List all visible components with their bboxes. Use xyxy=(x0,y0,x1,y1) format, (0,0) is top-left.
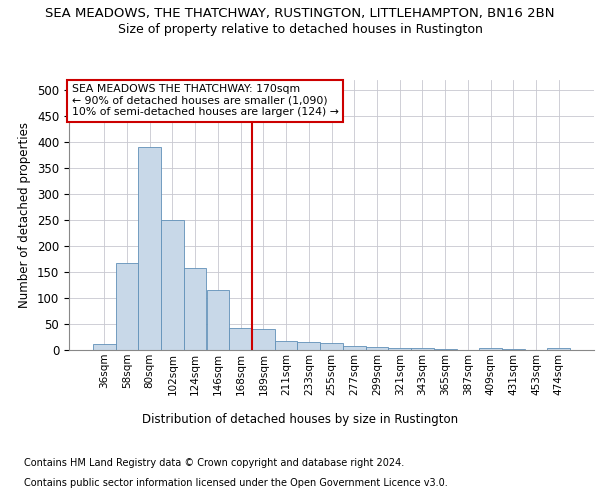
Bar xyxy=(229,328,252,350)
Bar xyxy=(320,342,343,350)
Bar xyxy=(388,348,411,350)
Bar xyxy=(93,344,116,350)
Bar xyxy=(343,346,365,350)
Text: SEA MEADOWS, THE THATCHWAY, RUSTINGTON, LITTLEHAMPTON, BN16 2BN: SEA MEADOWS, THE THATCHWAY, RUSTINGTON, … xyxy=(45,8,555,20)
Text: SEA MEADOWS THE THATCHWAY: 170sqm
← 90% of detached houses are smaller (1,090)
1: SEA MEADOWS THE THATCHWAY: 170sqm ← 90% … xyxy=(71,84,338,117)
Bar xyxy=(184,268,206,350)
Bar xyxy=(275,340,298,350)
Text: Contains public sector information licensed under the Open Government Licence v3: Contains public sector information licen… xyxy=(24,478,448,488)
Bar xyxy=(479,348,502,350)
Bar xyxy=(206,290,229,350)
Bar xyxy=(139,148,161,350)
Text: Size of property relative to detached houses in Rustington: Size of property relative to detached ho… xyxy=(118,22,482,36)
Y-axis label: Number of detached properties: Number of detached properties xyxy=(19,122,31,308)
Bar xyxy=(365,347,388,350)
Text: Distribution of detached houses by size in Rustington: Distribution of detached houses by size … xyxy=(142,412,458,426)
Bar xyxy=(547,348,570,350)
Text: Contains HM Land Registry data © Crown copyright and database right 2024.: Contains HM Land Registry data © Crown c… xyxy=(24,458,404,468)
Bar xyxy=(161,220,184,350)
Bar xyxy=(298,342,320,350)
Bar xyxy=(252,329,275,350)
Bar xyxy=(411,348,434,350)
Bar xyxy=(116,264,139,350)
